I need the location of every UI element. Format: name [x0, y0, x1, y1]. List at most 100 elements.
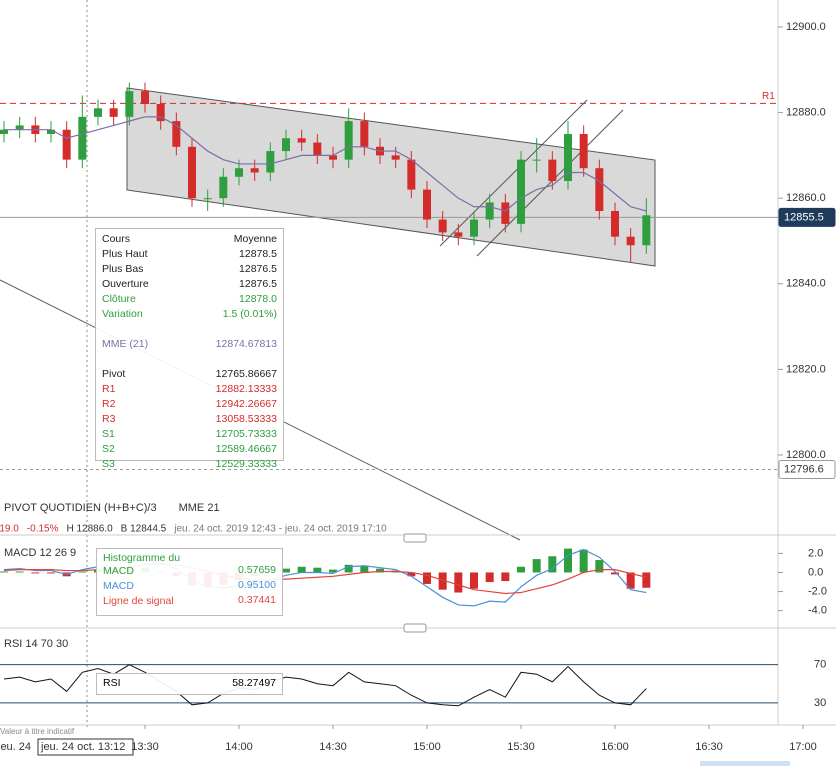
- candle-body: [156, 104, 165, 122]
- y-tick-label: 30: [814, 697, 826, 709]
- tooltip-row: S2 12589.46667: [102, 442, 277, 457]
- x-tick-label: 14:00: [225, 741, 253, 753]
- price-tooltip: Cours Moyenne Plus Haut 12878.5 Plus Bas 1287…: [95, 228, 284, 470]
- tooltip-value: 12589.46667: [215, 443, 277, 455]
- x-tick-label: 13:30: [131, 741, 159, 753]
- y-tick-label: 12820.0: [786, 363, 826, 375]
- histogram-bar: [78, 571, 87, 573]
- candle-body: [235, 168, 243, 177]
- candle-body: [391, 155, 400, 160]
- histogram-bar: [564, 548, 572, 573]
- histogram-bar: [297, 566, 306, 573]
- candle-body: [501, 202, 510, 224]
- legend-text: -19.0: [0, 524, 19, 535]
- tooltip-value: 1.5 (0.01%): [222, 308, 277, 320]
- legend-text: -0.15%: [27, 524, 59, 535]
- histogram-bar: [532, 559, 541, 573]
- histogram-bar: [31, 572, 40, 574]
- tooltip-label: R3: [102, 413, 116, 425]
- tooltip-label: Ouverture: [102, 278, 149, 290]
- y-tick-label: 12840.0: [786, 278, 826, 290]
- mme-line: [4, 116, 647, 212]
- candle-body: [517, 159, 525, 224]
- candle-body: [344, 121, 353, 160]
- candle-body: [47, 129, 55, 134]
- histogram-bar: [376, 568, 384, 573]
- candle-body: [250, 168, 259, 173]
- candle-body: [485, 202, 494, 220]
- tooltip-label: Histogramme du MACD: [103, 552, 181, 577]
- candle-body: [532, 159, 541, 161]
- candle-body: [423, 189, 431, 220]
- legend-text: B 12844.5: [121, 524, 167, 535]
- histogram-bar: [438, 572, 447, 590]
- tooltip-value: 12529.33333: [215, 458, 277, 470]
- legend-text: MME 21: [179, 502, 220, 514]
- resize-handle[interactable]: [403, 623, 427, 633]
- rsi-title: RSI 14 70 30: [4, 638, 68, 650]
- candle-body: [564, 133, 572, 182]
- histogram-bar: [423, 572, 431, 584]
- candle-body: [15, 125, 24, 130]
- day-label: jeu. 24: [0, 741, 31, 753]
- histogram-bar: [15, 571, 24, 573]
- tooltip-value: 12874.67813: [215, 338, 277, 350]
- candle-body: [438, 219, 447, 233]
- tooltip-value: 12876.5: [239, 263, 277, 275]
- candle-body: [313, 142, 322, 156]
- gap: [102, 322, 277, 337]
- candle-body: [595, 168, 604, 212]
- tooltip-row: R2 12942.26667: [102, 397, 277, 412]
- y-tick-label: 12880.0: [786, 106, 826, 118]
- price-tag: [778, 207, 836, 227]
- legend-text: H 12886.0: [66, 524, 113, 535]
- tooltip-value: 0.57659: [238, 564, 276, 576]
- candle-body: [109, 108, 118, 117]
- y-tick-label: -4.0: [808, 605, 827, 617]
- crosshair-box: [37, 738, 134, 756]
- tooltip-row: S1 12705.73333: [102, 427, 277, 442]
- candle-body: [407, 159, 416, 190]
- tooltip-value: 13058.53333: [215, 413, 277, 425]
- histogram-bar: [579, 549, 588, 573]
- candle-body: [611, 211, 619, 237]
- candle-body: [642, 215, 651, 246]
- resize-handle[interactable]: [403, 533, 427, 543]
- candle-body: [125, 91, 134, 117]
- histogram-bar: [0, 571, 8, 573]
- tooltip-value: 12942.26667: [215, 398, 277, 410]
- macd-tooltip: Histogramme du MACD 0.57659 MACD 0.95100 Lig…: [96, 548, 283, 616]
- tooltip-value: 12878.0: [239, 293, 277, 305]
- tooltip-label: Plus Haut: [102, 248, 148, 260]
- tooltip-row: Plus Haut 12878.5: [102, 247, 277, 262]
- tooltip-label: MACD: [103, 580, 134, 592]
- scrollbar[interactable]: [700, 761, 790, 766]
- tooltip-label: Pivot: [102, 368, 126, 380]
- candle-body: [78, 116, 87, 160]
- tooltip-label: MME (21): [102, 338, 149, 350]
- price-tag: [778, 460, 836, 480]
- note: Valeur à titre indicatif: [0, 727, 75, 736]
- y-tick-label: 12860.0: [786, 192, 826, 204]
- tooltip-row: R3 13058.53333: [102, 412, 277, 427]
- tooltip-value: 0.95100: [238, 579, 276, 591]
- histogram-bar: [501, 572, 510, 582]
- legend-text: jeu. 24 oct. 2019 12:43 - jeu. 24 oct. 2…: [173, 524, 387, 535]
- tooltip-row: RSI 58.27497: [103, 676, 276, 691]
- histogram-bar: [611, 572, 619, 575]
- price-tag-label: 12796.6: [784, 463, 824, 475]
- tooltip-label: Clôture: [102, 293, 136, 305]
- x-tick-label: 17:00: [789, 741, 817, 753]
- candle-body: [203, 198, 212, 200]
- x-tick-label: 15:00: [413, 741, 441, 753]
- tooltip-row: Plus Bas 12876.5: [102, 262, 277, 277]
- tooltip-label: R1: [102, 383, 116, 395]
- candle-body: [282, 138, 290, 152]
- candle-body: [0, 129, 8, 134]
- y-tick-label: 12800.0: [786, 449, 826, 461]
- histogram-bar: [595, 560, 604, 573]
- histogram-bar: [329, 569, 337, 573]
- tooltip-value: 12876.5: [239, 278, 277, 290]
- candle-body: [454, 232, 463, 237]
